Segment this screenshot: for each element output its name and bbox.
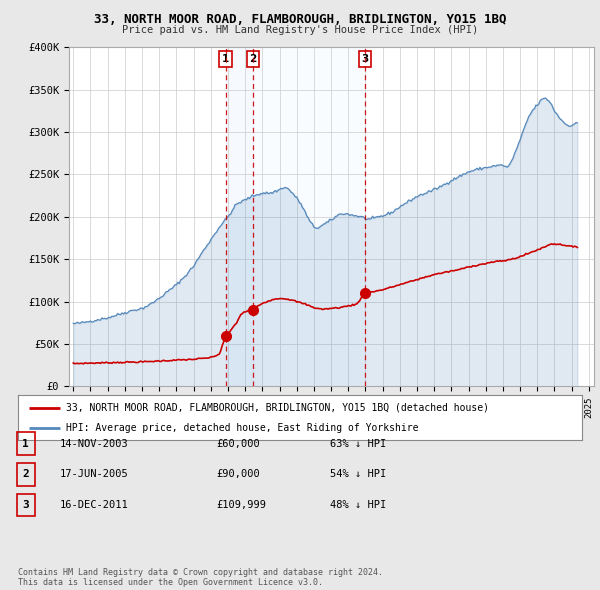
Text: 2: 2: [250, 54, 257, 64]
Text: HPI: Average price, detached house, East Riding of Yorkshire: HPI: Average price, detached house, East…: [66, 424, 418, 434]
Text: £90,000: £90,000: [216, 470, 260, 479]
Text: £109,999: £109,999: [216, 500, 266, 510]
Text: 2: 2: [22, 470, 29, 479]
Text: 3: 3: [22, 500, 29, 510]
Text: 17-JUN-2005: 17-JUN-2005: [60, 470, 129, 479]
Text: Price paid vs. HM Land Registry's House Price Index (HPI): Price paid vs. HM Land Registry's House …: [122, 25, 478, 35]
Text: 14-NOV-2003: 14-NOV-2003: [60, 439, 129, 448]
Text: 54% ↓ HPI: 54% ↓ HPI: [330, 470, 386, 479]
Text: 33, NORTH MOOR ROAD, FLAMBOROUGH, BRIDLINGTON, YO15 1BQ (detached house): 33, NORTH MOOR ROAD, FLAMBOROUGH, BRIDLI…: [66, 403, 489, 412]
Text: 1: 1: [222, 54, 229, 64]
Bar: [253, 47, 365, 386]
Text: £60,000: £60,000: [216, 439, 260, 448]
Text: 48% ↓ HPI: 48% ↓ HPI: [330, 500, 386, 510]
Text: Contains HM Land Registry data © Crown copyright and database right 2024.
This d: Contains HM Land Registry data © Crown c…: [18, 568, 383, 587]
Text: 1: 1: [22, 439, 29, 448]
Text: 16-DEC-2011: 16-DEC-2011: [60, 500, 129, 510]
Text: 63% ↓ HPI: 63% ↓ HPI: [330, 439, 386, 448]
Bar: [226, 47, 253, 386]
Text: 3: 3: [361, 54, 368, 64]
Text: 33, NORTH MOOR ROAD, FLAMBOROUGH, BRIDLINGTON, YO15 1BQ: 33, NORTH MOOR ROAD, FLAMBOROUGH, BRIDLI…: [94, 13, 506, 26]
